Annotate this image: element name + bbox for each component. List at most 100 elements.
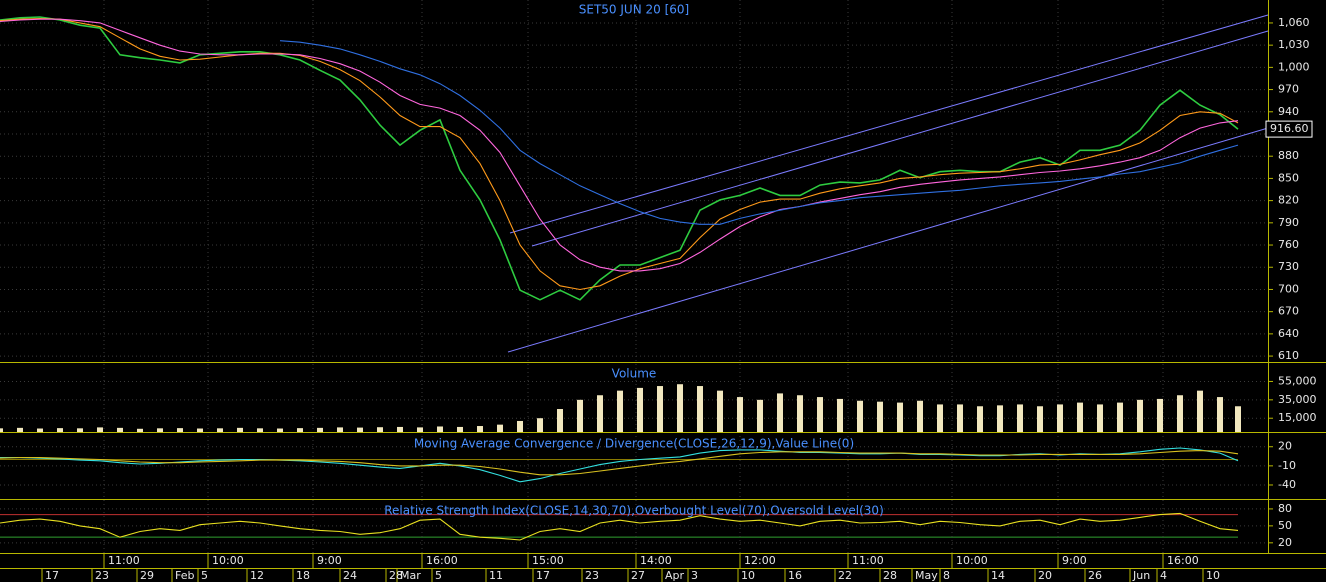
volume-bar	[377, 427, 383, 432]
date-tick-label: 3	[691, 569, 698, 582]
volume-bar	[217, 428, 223, 432]
date-tick-label: Mar	[400, 569, 421, 582]
y-tick-label: -40	[1278, 478, 1296, 491]
volume-bar	[837, 398, 843, 432]
y-tick-label: 610	[1278, 349, 1299, 362]
date-tick-label: 29	[140, 569, 154, 582]
panel-title: Relative Strength Index(CLOSE,14,30,70),…	[384, 504, 884, 518]
volume-bar	[937, 404, 943, 432]
date-tick-label: 24	[343, 569, 357, 582]
volume-bar	[917, 400, 923, 432]
volume-bar	[1117, 402, 1123, 432]
volume-bar	[1037, 406, 1043, 432]
date-tick-label: 16	[788, 569, 802, 582]
date-tick-label: 5	[435, 569, 442, 582]
y-tick-label: 700	[1278, 282, 1299, 295]
volume-bar	[817, 397, 823, 432]
date-tick-label: 23	[95, 569, 109, 582]
date-tick-label: Jun	[1132, 569, 1150, 582]
y-tick-label: 640	[1278, 327, 1299, 340]
volume-bar	[737, 397, 743, 432]
last-price-label: 916.60	[1270, 122, 1309, 135]
volume-bar	[1097, 404, 1103, 432]
y-tick-label: 15,000	[1278, 411, 1317, 424]
volume-bar	[1057, 404, 1063, 432]
volume-bar	[857, 400, 863, 432]
date-tick-label: 14	[991, 569, 1005, 582]
series-line	[279, 40, 1239, 225]
volume-bar	[17, 427, 23, 432]
series-line	[0, 447, 1239, 483]
date-tick-label: 10	[741, 569, 755, 582]
marks-layer	[0, 16, 1241, 541]
date-tick-label: 27	[631, 569, 645, 582]
volume-bar	[1157, 398, 1163, 432]
y-tick-label: 670	[1278, 305, 1299, 318]
volume-bar	[497, 424, 503, 432]
volume-bar	[977, 406, 983, 432]
date-tick-label: 4	[1160, 569, 1167, 582]
volume-bar	[1017, 404, 1023, 432]
volume-bar	[77, 428, 83, 432]
labels-layer: SET50 JUN 20 [60]61064067070073076079082…	[45, 3, 1317, 582]
trend-channel	[507, 14, 1269, 353]
y-tick-label: 1,060	[1278, 16, 1310, 29]
volume-bar	[1235, 406, 1241, 432]
date-tick-label: 11	[489, 569, 503, 582]
y-tick-label: 35,000	[1278, 393, 1317, 406]
date-tick-label: 18	[296, 569, 310, 582]
volume-bar	[1217, 397, 1223, 432]
volume-bar	[237, 427, 243, 432]
volume-bar	[317, 427, 323, 432]
y-tick-label: 80	[1278, 502, 1292, 515]
series-line	[0, 18, 1239, 272]
trend-line	[509, 14, 1269, 234]
volume-bar	[637, 387, 643, 432]
volume-bar	[597, 395, 603, 432]
y-tick-label: 1,030	[1278, 38, 1310, 51]
volume-bar	[197, 428, 203, 432]
y-tick-label: 820	[1278, 194, 1299, 207]
time-tick-label: 16:00	[1167, 554, 1199, 567]
volume-bar	[297, 428, 303, 432]
volume-bar	[177, 428, 183, 432]
date-tick-label: 26	[1088, 569, 1102, 582]
volume-bar	[97, 427, 103, 432]
time-tick-label: 10:00	[212, 554, 244, 567]
volume-bar	[517, 420, 523, 432]
panel-title: Moving Average Convergence / Divergence(…	[414, 437, 854, 451]
volume-bar	[57, 428, 63, 432]
series-line	[0, 450, 1239, 476]
volume-bar	[437, 426, 443, 432]
volume-bar	[577, 399, 583, 432]
volume-bar	[877, 401, 883, 432]
trend-line	[507, 127, 1269, 353]
time-tick-label: 15:00	[532, 554, 564, 567]
volume-bar	[757, 399, 763, 432]
volume-bar	[117, 427, 123, 432]
volume-bar	[957, 404, 963, 432]
time-tick-label: 9:00	[317, 554, 342, 567]
volume-bar	[677, 384, 683, 432]
panel-frames	[0, 0, 1326, 569]
y-tick-label: 730	[1278, 260, 1299, 273]
date-tick-label: 5	[201, 569, 208, 582]
volume-bar	[37, 428, 43, 432]
volume-bar	[137, 428, 143, 432]
volume-bar	[357, 427, 363, 432]
volume-bar	[257, 428, 263, 432]
y-tick-label: 940	[1278, 105, 1299, 118]
volume-bar	[537, 418, 543, 432]
date-tick-label: 17	[45, 569, 59, 582]
panel-title: Volume	[612, 367, 657, 381]
date-tick-label: Feb	[175, 569, 194, 582]
y-tick-label: 50	[1278, 519, 1292, 532]
time-tick-label: 10:00	[956, 554, 988, 567]
volume-bar	[617, 390, 623, 432]
volume-bar	[897, 402, 903, 432]
volume-bar	[697, 386, 703, 432]
volume-bar	[417, 427, 423, 432]
date-tick-label: 20	[1038, 569, 1052, 582]
volume-bar	[797, 395, 803, 432]
